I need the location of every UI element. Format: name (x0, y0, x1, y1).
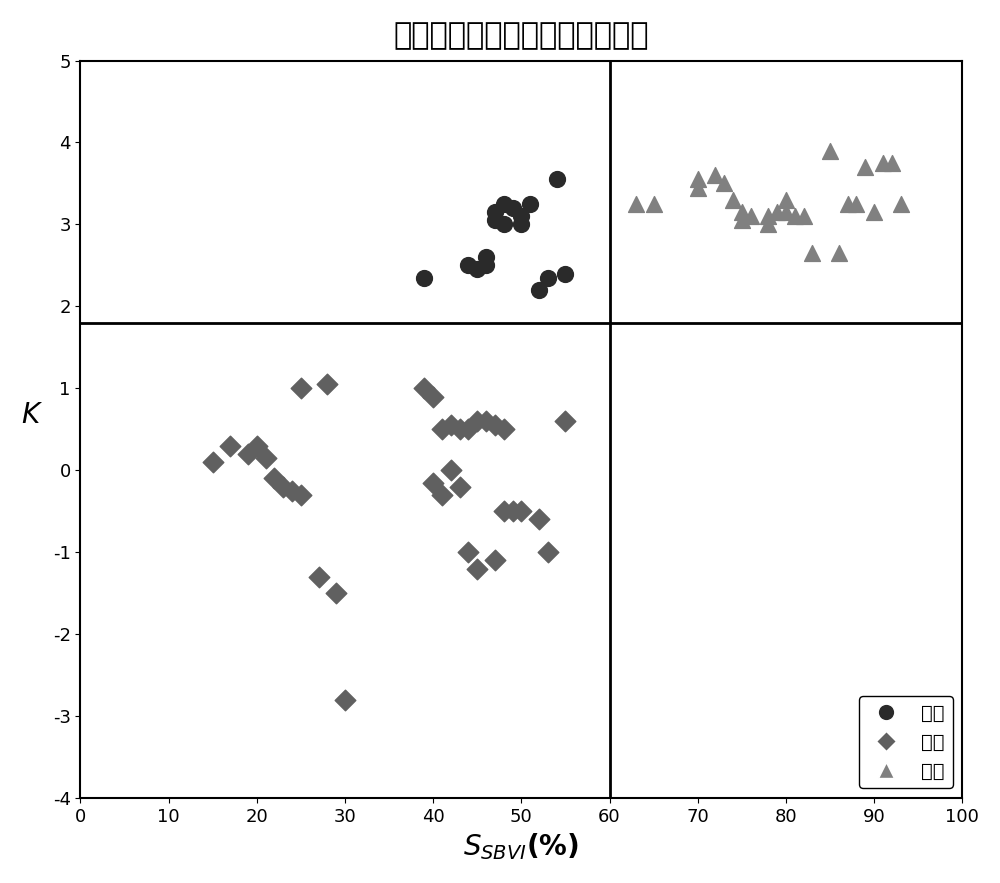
水层 (460, 422, 476, 436)
干层 (778, 192, 794, 207)
干层 (884, 156, 900, 170)
油层 (469, 262, 485, 276)
水层 (266, 472, 282, 486)
干层 (707, 168, 723, 182)
水层 (205, 455, 221, 469)
油层 (557, 267, 573, 281)
水层 (487, 554, 503, 568)
油层 (549, 172, 565, 186)
干层 (875, 156, 891, 170)
水层 (328, 586, 344, 600)
水层 (416, 381, 432, 396)
油层 (531, 283, 547, 297)
Legend: 油层, 水层, 干层: 油层, 水层, 干层 (859, 697, 953, 789)
干层 (734, 214, 750, 228)
油层 (496, 197, 512, 211)
水层 (505, 504, 521, 518)
水层 (487, 419, 503, 433)
干层 (787, 209, 803, 223)
干层 (840, 197, 856, 211)
干层 (690, 180, 706, 194)
干层 (716, 177, 732, 191)
油层 (487, 214, 503, 228)
水层 (293, 487, 309, 502)
油层 (416, 270, 432, 284)
水层 (452, 422, 468, 436)
干层 (866, 205, 882, 219)
干层 (725, 192, 741, 207)
水层 (513, 504, 529, 518)
水层 (311, 570, 327, 584)
水层 (443, 419, 459, 433)
Y-axis label: $K$: $K$ (21, 401, 43, 429)
水层 (293, 381, 309, 396)
水层 (460, 545, 476, 559)
干层 (796, 209, 812, 223)
干层 (769, 205, 785, 219)
干层 (778, 205, 794, 219)
油层 (540, 270, 556, 284)
水层 (319, 377, 335, 391)
油层 (505, 201, 521, 215)
水层 (258, 451, 274, 465)
水层 (275, 479, 291, 494)
油层 (513, 217, 529, 231)
水层 (557, 414, 573, 428)
干层 (628, 197, 644, 211)
干层 (822, 144, 838, 158)
水层 (496, 422, 512, 436)
干层 (857, 160, 873, 174)
水层 (284, 484, 300, 498)
油层 (522, 197, 538, 211)
水层 (425, 389, 441, 404)
油层 (487, 205, 503, 219)
水层 (337, 692, 353, 706)
水层 (531, 512, 547, 526)
水层 (425, 476, 441, 490)
水层 (540, 545, 556, 559)
干层 (893, 197, 909, 211)
油层 (460, 259, 476, 273)
水层 (240, 447, 256, 461)
水层 (249, 439, 265, 453)
水层 (443, 464, 459, 478)
干层 (831, 246, 847, 260)
油层 (496, 217, 512, 231)
水层 (469, 414, 485, 428)
干层 (690, 172, 706, 186)
水层 (222, 439, 238, 453)
水层 (434, 487, 450, 502)
干层 (760, 209, 776, 223)
油层 (478, 259, 494, 273)
水层 (434, 422, 450, 436)
干层 (760, 217, 776, 231)
水层 (452, 479, 468, 494)
干层 (646, 197, 662, 211)
X-axis label: $\mathit{S}_{\mathit{SBVI}}$(%): $\mathit{S}_{\mathit{SBVI}}$(%) (463, 832, 579, 862)
干层 (743, 209, 759, 223)
油层 (478, 250, 494, 264)
干层 (734, 205, 750, 219)
干层 (848, 197, 864, 211)
Title: 核磁共振测井识别稠油储层图版: 核磁共振测井识别稠油储层图版 (394, 21, 649, 49)
水层 (496, 504, 512, 518)
水层 (469, 562, 485, 576)
干层 (804, 246, 820, 260)
水层 (478, 414, 494, 428)
油层 (513, 209, 529, 223)
